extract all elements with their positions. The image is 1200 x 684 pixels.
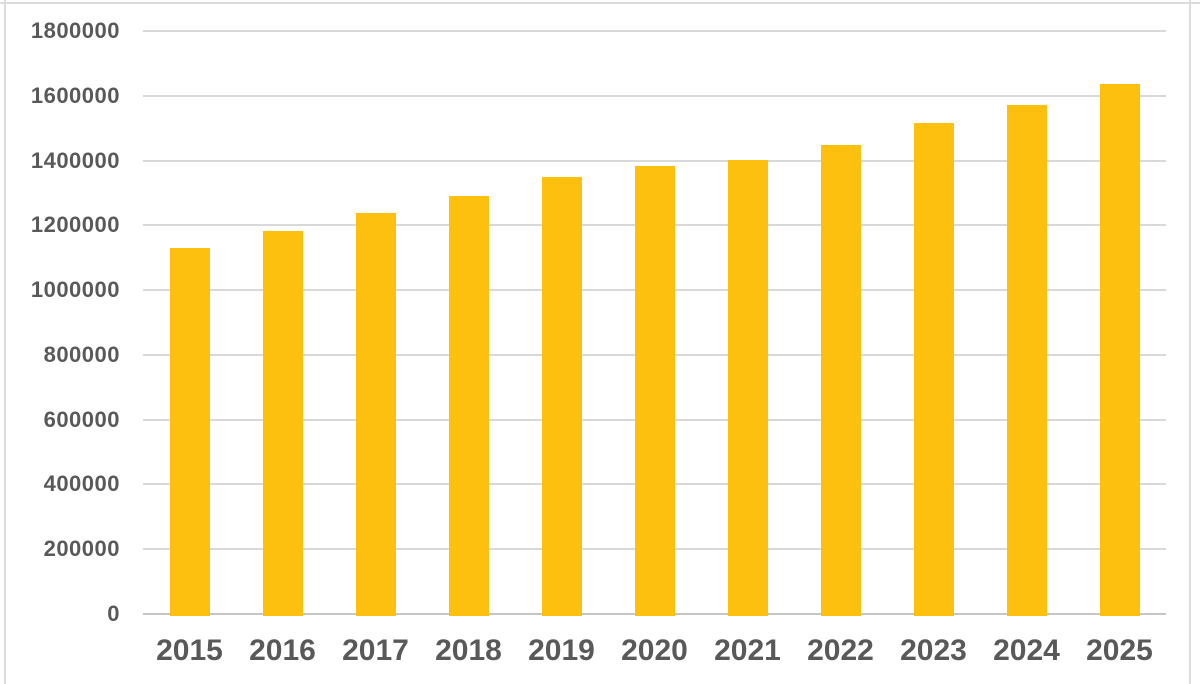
frame-border-top bbox=[0, 2, 1200, 4]
y-tick-label-200000: 200000 bbox=[43, 536, 120, 562]
bar-2016 bbox=[262, 231, 303, 616]
y-tick-label-400000: 400000 bbox=[43, 471, 120, 497]
x-tick-label-2017: 2017 bbox=[342, 634, 409, 667]
x-tick-label-2016: 2016 bbox=[249, 634, 316, 667]
y-tick-label-600000: 600000 bbox=[43, 406, 120, 432]
y-tick-label-1400000: 1400000 bbox=[30, 147, 120, 173]
x-tick-label-2020: 2020 bbox=[621, 634, 688, 667]
y-tick-label-1000000: 1000000 bbox=[30, 277, 120, 303]
frame-border-left bbox=[4, 0, 6, 684]
bar-2017 bbox=[355, 213, 396, 616]
x-tick-label-2019: 2019 bbox=[528, 634, 595, 667]
bar-2021 bbox=[727, 160, 768, 616]
bar-2019 bbox=[541, 176, 582, 616]
y-tick-label-0: 0 bbox=[107, 601, 120, 626]
x-tick-label-2024: 2024 bbox=[993, 634, 1060, 667]
x-tick-label-2025: 2025 bbox=[1086, 634, 1153, 667]
bar-2025 bbox=[1099, 84, 1140, 616]
bar-2018 bbox=[448, 195, 489, 616]
y-tick-label-1800000: 1800000 bbox=[30, 18, 120, 43]
gridline-1400000 bbox=[143, 159, 1166, 162]
x-tick-label-2022: 2022 bbox=[807, 634, 874, 667]
y-tick-label-1600000: 1600000 bbox=[30, 82, 120, 108]
x-tick-label-2018: 2018 bbox=[435, 634, 502, 667]
y-tick-label-1200000: 1200000 bbox=[30, 212, 120, 238]
bar-2024 bbox=[1006, 104, 1047, 616]
frame-border-right bbox=[1189, 0, 1191, 684]
x-tick-label-2023: 2023 bbox=[900, 634, 967, 667]
bar-2022 bbox=[820, 144, 861, 616]
bar-2015 bbox=[169, 248, 210, 616]
gridline-1800000 bbox=[143, 30, 1166, 32]
bar-2023 bbox=[913, 122, 954, 616]
bar-2020 bbox=[634, 165, 675, 616]
y-tick-label-800000: 800000 bbox=[43, 341, 120, 367]
x-tick-label-2015: 2015 bbox=[156, 634, 223, 667]
gridline-1600000 bbox=[143, 94, 1166, 97]
x-tick-label-2021: 2021 bbox=[714, 634, 781, 667]
